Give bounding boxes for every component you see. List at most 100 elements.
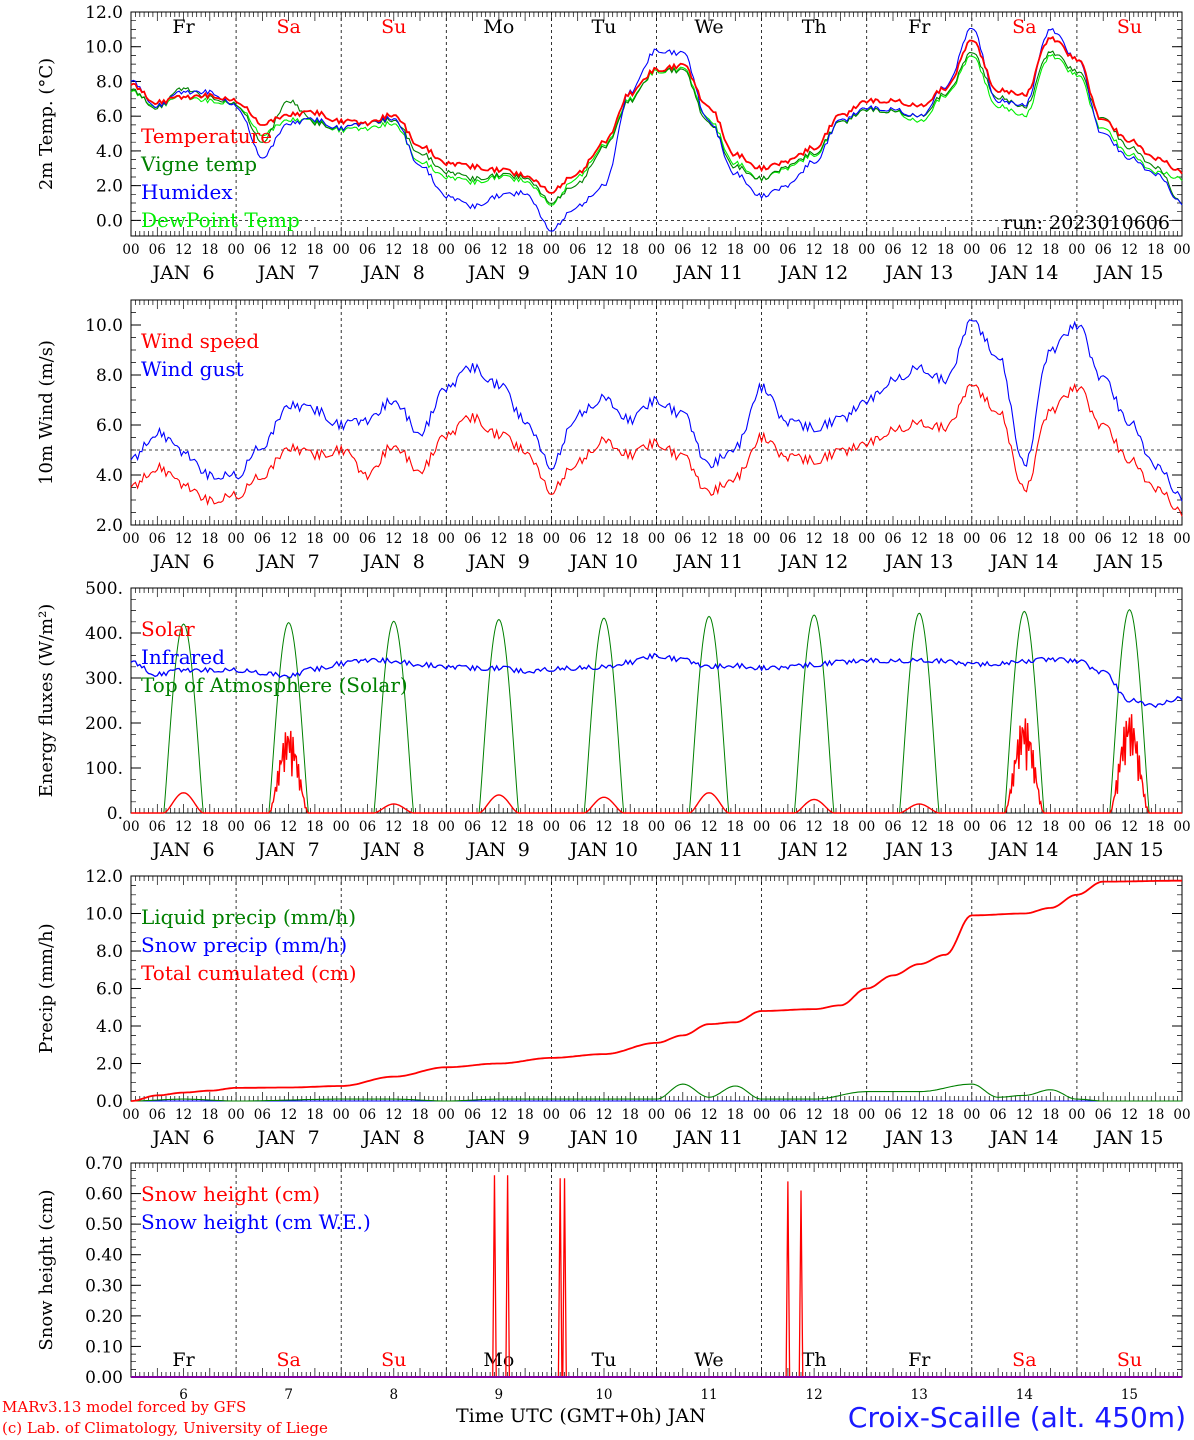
hour-tick-label: 18 xyxy=(306,242,323,258)
lab-credit: (c) Lab. of Climatology, University of L… xyxy=(2,1419,328,1437)
day-abbr-label: Mo xyxy=(483,16,514,38)
hour-tick-label: 12 xyxy=(490,531,507,547)
hour-tick-label: 18 xyxy=(832,819,849,835)
hour-tick-label: 00 xyxy=(1068,1107,1085,1123)
x-ticks xyxy=(130,876,1183,1101)
hour-tick-label: 00 xyxy=(438,242,455,258)
hour-tick-label: 06 xyxy=(674,242,691,258)
hour-tick-label: 18 xyxy=(411,819,428,835)
y-tick-label: 12.0 xyxy=(85,867,123,887)
hour-tick-label: 12 xyxy=(806,819,823,835)
hour-tick-label: 18 xyxy=(832,242,849,258)
hour-tick-label: 12 xyxy=(1016,1107,1033,1123)
hour-tick-label: 00 xyxy=(543,819,560,835)
hour-tick-label: 12 xyxy=(280,1107,297,1123)
date-label: JAN 10 xyxy=(568,551,638,573)
hour-tick-label: 18 xyxy=(622,819,639,835)
hour-tick-label: 06 xyxy=(569,819,586,835)
date-label: JAN 8 xyxy=(361,262,425,284)
y-axis-label: Precip (mm/h) xyxy=(36,923,57,1053)
date-label: JAN 12 xyxy=(778,551,848,573)
day-number-label: 7 xyxy=(284,1387,293,1403)
hour-tick-label: 00 xyxy=(438,1107,455,1123)
hour-tick-label: 12 xyxy=(911,819,928,835)
y-tick-label: 2.0 xyxy=(96,516,123,536)
date-label: JAN 9 xyxy=(466,262,530,284)
y-tick-label: 6.0 xyxy=(96,416,123,436)
hour-tick-label: 06 xyxy=(359,531,376,547)
hour-tick-label: 06 xyxy=(254,819,271,835)
panel-4: 12.0 10.0 8.0 6.0 4.0 2.0 0.0 Precip (mm/h) 00 06… xyxy=(36,867,1191,1149)
legend-entry: Total cumulated (cm) xyxy=(141,961,357,985)
x-ticks xyxy=(130,300,1183,525)
time-axis-caption: Time UTC (GMT+0h) JAN xyxy=(456,1405,706,1427)
hour-tick-label: 18 xyxy=(727,819,744,835)
hour-tick-label: 12 xyxy=(175,1107,192,1123)
hour-tick-label: 12 xyxy=(1016,531,1033,547)
hour-tick-label: 00 xyxy=(333,819,350,835)
hour-tick-label: 06 xyxy=(779,242,796,258)
date-label: JAN 10 xyxy=(568,839,638,861)
y-tick-label: 300. xyxy=(85,669,123,689)
y-tick-label: 8.0 xyxy=(96,72,123,92)
hour-tick-label: 12 xyxy=(1016,242,1033,258)
hour-tick-label: 00 xyxy=(753,531,770,547)
hour-tick-label: 00 xyxy=(438,531,455,547)
y-tick-label: 400. xyxy=(85,624,123,644)
day-abbr-label: Sa xyxy=(1012,16,1036,38)
hour-tick-label: 06 xyxy=(464,242,481,258)
hour-tick-label: 06 xyxy=(674,819,691,835)
day-abbr-label: Th xyxy=(802,1349,827,1371)
date-label: JAN 6 xyxy=(150,1127,214,1149)
hour-tick-label: 12 xyxy=(280,819,297,835)
y-axis-label: 2m Temp. (°C) xyxy=(36,58,57,190)
hour-tick-label: 00 xyxy=(858,1107,875,1123)
date-label: JAN 6 xyxy=(150,551,214,573)
hour-tick-label: 12 xyxy=(490,242,507,258)
date-label: JAN 15 xyxy=(1093,551,1163,573)
hour-tick-label: 06 xyxy=(464,819,481,835)
hour-tick-label: 06 xyxy=(674,531,691,547)
hour-tick-label: 12 xyxy=(175,242,192,258)
hour-tick-label: 00 xyxy=(858,531,875,547)
panel-1: 12.0 10.0 8.0 6.0 4.0 2.0 0.0 2m Temp. (°C) 00 06… xyxy=(36,3,1191,284)
hour-tick-label: 18 xyxy=(937,1107,954,1123)
date-label: JAN 8 xyxy=(361,551,425,573)
day-abbr-label: Sa xyxy=(276,1349,300,1371)
hour-tick-label: 18 xyxy=(201,242,218,258)
y-tick-label: 6.0 xyxy=(96,107,123,127)
hour-tick-label: 06 xyxy=(149,1107,166,1123)
date-label: JAN 14 xyxy=(988,262,1058,284)
y-axis-label: Snow height (cm) xyxy=(36,1189,57,1350)
hour-tick-label: 00 xyxy=(858,242,875,258)
hour-tick-label: 00 xyxy=(963,1107,980,1123)
legend-entry: Vigne temp xyxy=(140,152,257,176)
hour-tick-label: 06 xyxy=(569,531,586,547)
hour-tick-label: 18 xyxy=(832,1107,849,1123)
hour-tick-label: 18 xyxy=(306,1107,323,1123)
solar-line xyxy=(131,714,1182,814)
hour-tick-label: 12 xyxy=(700,819,717,835)
legend-entry: Wind gust xyxy=(141,357,244,381)
hour-tick-label: 12 xyxy=(806,242,823,258)
hour-tick-label: 00 xyxy=(963,819,980,835)
date-label: JAN 14 xyxy=(988,551,1058,573)
station-name: Croix-Scaille (alt. 450m) xyxy=(847,1401,1186,1434)
date-label: JAN 7 xyxy=(256,551,320,573)
date-label: JAN 8 xyxy=(361,1127,425,1149)
run-annotation: run: 2023010606 xyxy=(1003,212,1170,234)
hour-tick-label: 18 xyxy=(1042,819,1059,835)
date-label: JAN 11 xyxy=(673,839,743,861)
day-abbr-label: Su xyxy=(381,1349,406,1371)
day-abbr-label: Su xyxy=(1117,16,1142,38)
hour-tick-label: 12 xyxy=(911,531,928,547)
y-tick-label: 8.0 xyxy=(96,942,123,962)
panel-3: 500. 400. 300. 200. 100. 0. Energy fluxes (W/m… xyxy=(36,579,1191,861)
hour-tick-label: 12 xyxy=(806,1107,823,1123)
hour-tick-label: 06 xyxy=(779,1107,796,1123)
hour-tick-label: 12 xyxy=(595,1107,612,1123)
date-label: JAN 10 xyxy=(568,262,638,284)
hour-tick-label: 12 xyxy=(490,819,507,835)
hour-tick-label: 06 xyxy=(1095,819,1112,835)
hour-tick-label: 06 xyxy=(884,531,901,547)
